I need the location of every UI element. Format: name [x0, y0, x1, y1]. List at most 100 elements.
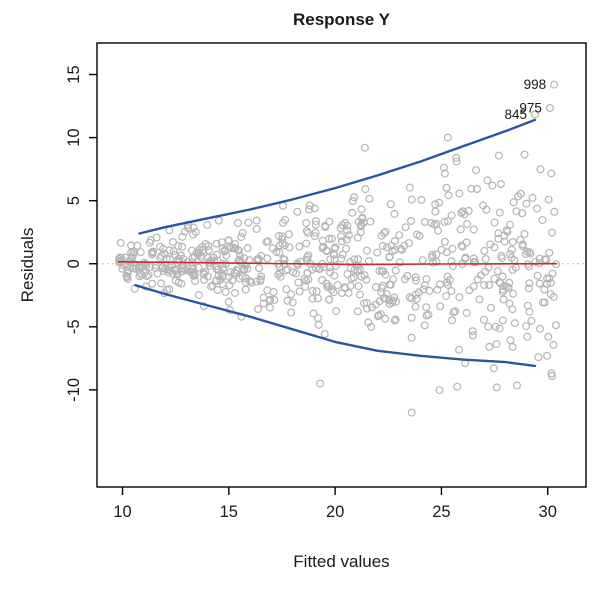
data-point: [405, 183, 414, 192]
data-point: [484, 322, 493, 331]
data-point: [475, 295, 484, 304]
data-point: [196, 251, 205, 260]
data-point: [159, 244, 168, 253]
data-point: [526, 249, 535, 258]
data-point: [494, 151, 503, 160]
y-tick-label: 0: [65, 259, 83, 268]
data-point: [440, 237, 449, 246]
data-point: [469, 225, 478, 234]
data-point: [233, 219, 242, 228]
data-point: [288, 298, 297, 307]
data-point: [500, 237, 509, 246]
data-point: [413, 230, 422, 239]
data-point: [274, 270, 283, 279]
data-point: [326, 268, 335, 277]
outlier-label: 975: [519, 101, 542, 116]
data-point: [550, 80, 559, 89]
data-point: [442, 292, 451, 301]
data-point: [311, 220, 320, 229]
data-point: [407, 408, 416, 417]
data-point: [548, 269, 557, 278]
data-point: [422, 303, 431, 312]
data-point: [516, 189, 525, 198]
data-point: [492, 383, 501, 392]
data-point: [128, 253, 137, 262]
data-point: [545, 103, 554, 112]
data-point: [309, 309, 318, 318]
data-point: [465, 286, 474, 295]
data-point: [440, 217, 449, 226]
data-point: [545, 248, 554, 257]
data-point: [455, 189, 464, 198]
data-point: [428, 253, 437, 262]
data-point: [221, 260, 230, 269]
data-point: [471, 258, 480, 267]
data-point: [285, 243, 294, 252]
data-point: [198, 243, 207, 252]
data-point: [349, 273, 358, 282]
data-point: [348, 197, 357, 206]
data-point: [364, 318, 373, 327]
data-point: [381, 314, 390, 323]
data-point: [412, 276, 421, 285]
data-point: [173, 269, 182, 278]
data-point: [304, 251, 313, 260]
data-point: [323, 283, 332, 292]
data-point: [469, 254, 478, 263]
upper-envelope-curve: [138, 118, 537, 235]
data-point: [308, 294, 317, 303]
data-point: [530, 110, 539, 119]
data-point: [336, 232, 345, 241]
data-point: [326, 255, 335, 264]
data-point: [366, 217, 375, 226]
y-axis-ticks: -10 -5 0 5 10 15: [65, 65, 97, 402]
data-point: [329, 288, 338, 297]
data-point: [282, 266, 291, 275]
data-point: [343, 226, 352, 235]
data-point: [287, 290, 296, 299]
data-point: [533, 271, 542, 280]
data-point: [269, 288, 278, 297]
data-point: [514, 192, 523, 201]
data-point: [528, 193, 537, 202]
data-point: [355, 290, 364, 299]
plot-box: [96, 42, 587, 488]
data-point: [254, 305, 263, 314]
data-point: [488, 181, 497, 190]
data-point: [464, 206, 473, 215]
data-point: [359, 219, 368, 228]
data-point: [487, 303, 496, 312]
data-point: [508, 343, 517, 352]
data-point: [354, 261, 363, 270]
data-point: [522, 199, 531, 208]
data-point: [210, 257, 219, 266]
data-point: [404, 239, 413, 248]
data-point: [462, 308, 471, 317]
data-point: [506, 250, 515, 259]
data-point: [169, 247, 178, 256]
data-point: [204, 246, 213, 255]
data-point: [472, 166, 481, 175]
data-point: [436, 302, 445, 311]
data-point: [311, 217, 320, 226]
data-point: [473, 275, 482, 284]
data-point: [535, 324, 544, 333]
data-point: [229, 243, 238, 252]
data-point: [512, 381, 521, 390]
data-point: [547, 169, 556, 178]
data-point: [295, 242, 304, 251]
data-point: [457, 241, 466, 250]
data-point: [391, 315, 400, 324]
data-point: [360, 143, 369, 152]
data-point: [498, 272, 507, 281]
data-point: [518, 242, 527, 251]
data-point: [281, 215, 290, 224]
data-point: [169, 238, 178, 247]
data-point: [171, 266, 180, 275]
data-point: [316, 379, 325, 388]
data-point: [225, 281, 234, 290]
data-point: [389, 275, 398, 284]
data-point: [543, 351, 552, 360]
data-point: [159, 267, 168, 276]
data-point: [259, 299, 268, 308]
